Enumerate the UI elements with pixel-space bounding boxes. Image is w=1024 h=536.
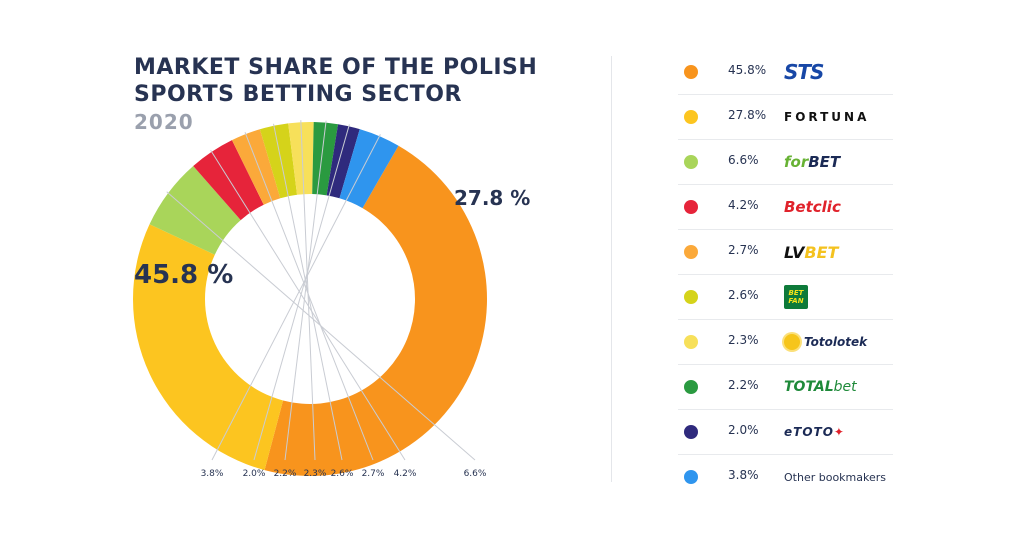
- legend-item-other: 3.8% Other bookmakers: [678, 455, 893, 499]
- leader-line: [166, 191, 476, 461]
- leader-line: [300, 120, 316, 461]
- legend-dot: [684, 245, 698, 259]
- leader-line: [284, 120, 327, 461]
- fortuna-logo-text: FORTUNA: [784, 110, 870, 124]
- donut-slice-etoto: [326, 124, 360, 199]
- slice-label-etoto: 2.0%: [243, 469, 266, 479]
- slice-label-fortuna: 27.8 %: [454, 186, 530, 210]
- forbet-logo-part-1: for: [784, 153, 809, 171]
- legend-item-fortuna: 27.8% FORTUNA: [678, 95, 893, 140]
- betclic-logo-text: Betclic: [784, 198, 841, 216]
- legend-percent: 6.6%: [728, 153, 759, 167]
- donut-slice-totalbet: [312, 122, 339, 196]
- lvbet-logo-part-2: BET: [804, 242, 839, 262]
- legend-item-totalbet: 2.2% TOTALbet: [678, 365, 893, 410]
- totolotek-logo: Totolotek: [784, 329, 867, 355]
- slice-label-sts: 45.8 %: [134, 260, 233, 290]
- slice-label-totalbet: 2.2%: [274, 469, 297, 479]
- leader-line: [244, 132, 374, 461]
- legend-dot: [684, 335, 698, 349]
- donut-chart: 45.8 % 27.8 % 3.8% 2.0% 2.2% 2.3% 2.6% 2.7% 4.2%…: [132, 120, 530, 479]
- leader-line: [210, 149, 406, 461]
- divider: [611, 56, 612, 482]
- legend-item-lvbet: 2.7% LVBET: [678, 230, 893, 275]
- lvbet-logo: LVBET: [784, 239, 838, 265]
- legend: 45.8% STS 27.8% FORTUNA 6.6% forBET 4.2%…: [678, 50, 893, 499]
- leader-line: [253, 124, 350, 461]
- legend-dot: [684, 470, 698, 484]
- legend-dot: [684, 110, 698, 124]
- betfan-logo-part-2: FAN: [788, 297, 804, 305]
- legend-percent: 27.8%: [728, 108, 767, 122]
- legend-dot: [684, 200, 698, 214]
- slice-label-totolotek: 2.3%: [304, 469, 327, 479]
- legend-percent: 2.7%: [728, 243, 759, 257]
- donut-slice-fortuna: [132, 224, 284, 471]
- sts-logo: STS: [784, 59, 824, 85]
- totalbet-logo-part-1: TOTAL: [784, 379, 834, 395]
- legend-dot: [684, 155, 698, 169]
- slice-label-lvbet: 2.7%: [362, 469, 385, 479]
- donut-slice-forbet: [149, 165, 241, 255]
- other-bookmakers-text: Other bookmakers: [784, 470, 886, 484]
- betclic-logo: Betclic: [784, 194, 841, 220]
- chart-title-line-2: SPORTS BETTING SECTOR: [134, 82, 462, 107]
- donut-slice-other-bookmakers: [339, 129, 399, 209]
- betfan-logo-part-1: BET: [788, 289, 804, 297]
- donut-slice-sts: [264, 145, 488, 477]
- legend-item-etoto: 2.0% eTOTO✦: [678, 410, 893, 455]
- betfan-logo: BET FAN: [784, 284, 808, 310]
- chart-title-block: MARKET SHARE OF THE POLISH SPORTS BETTIN…: [134, 54, 537, 136]
- chart-year: 2020: [134, 110, 194, 134]
- donut-slice-lvbet: [231, 129, 281, 205]
- legend-percent: 45.8%: [728, 63, 767, 77]
- legend-item-forbet: 6.6% forBET: [678, 140, 893, 185]
- leader-line: [211, 134, 381, 461]
- legend-item-betclic: 4.2% Betclic: [678, 185, 893, 230]
- lvbet-logo-part-1: LV: [784, 242, 805, 262]
- donut-slice-totolotek: [288, 121, 314, 195]
- donut-slice-betfan: [259, 123, 298, 199]
- forbet-logo: forBET: [784, 149, 840, 175]
- sts-logo-text: STS: [784, 60, 824, 84]
- other-bookmakers-label: Other bookmakers: [784, 464, 886, 490]
- forbet-logo-part-2: BET: [808, 153, 841, 171]
- legend-dot: [684, 65, 698, 79]
- slice-label-betclic: 4.2%: [394, 469, 417, 479]
- legend-percent: 2.2%: [728, 378, 759, 392]
- legend-dot: [684, 380, 698, 394]
- slice-label-forbet: 6.6%: [464, 469, 487, 479]
- legend-item-totolotek: 2.3% Totolotek: [678, 320, 893, 365]
- sun-icon: [784, 334, 800, 350]
- slice-label-betfan: 2.6%: [331, 469, 354, 479]
- etoto-logo: eTOTO✦: [784, 419, 845, 445]
- etoto-logo-part-1: eTOTO: [784, 425, 834, 439]
- donut-slice-betclic: [193, 140, 264, 221]
- legend-percent: 2.3%: [728, 333, 759, 347]
- legend-dot: [684, 290, 698, 304]
- legend-item-betfan: 2.6% BET FAN: [678, 275, 893, 320]
- legend-item-sts: 45.8% STS: [678, 50, 893, 95]
- star-icon: ✦: [833, 425, 845, 439]
- legend-percent: 2.0%: [728, 423, 759, 437]
- legend-dot: [684, 425, 698, 439]
- totolotek-logo-text: Totolotek: [804, 335, 868, 349]
- fortuna-logo: FORTUNA: [784, 104, 869, 130]
- legend-percent: 3.8%: [728, 468, 759, 482]
- legend-percent: 4.2%: [728, 198, 759, 212]
- totalbet-logo: TOTALbet: [784, 374, 857, 400]
- slice-label-other-bookmakers: 3.8%: [201, 469, 224, 479]
- totalbet-logo-part-2: bet: [833, 379, 857, 395]
- legend-percent: 2.6%: [728, 288, 759, 302]
- chart-title-line-1: MARKET SHARE OF THE POLISH: [134, 55, 538, 80]
